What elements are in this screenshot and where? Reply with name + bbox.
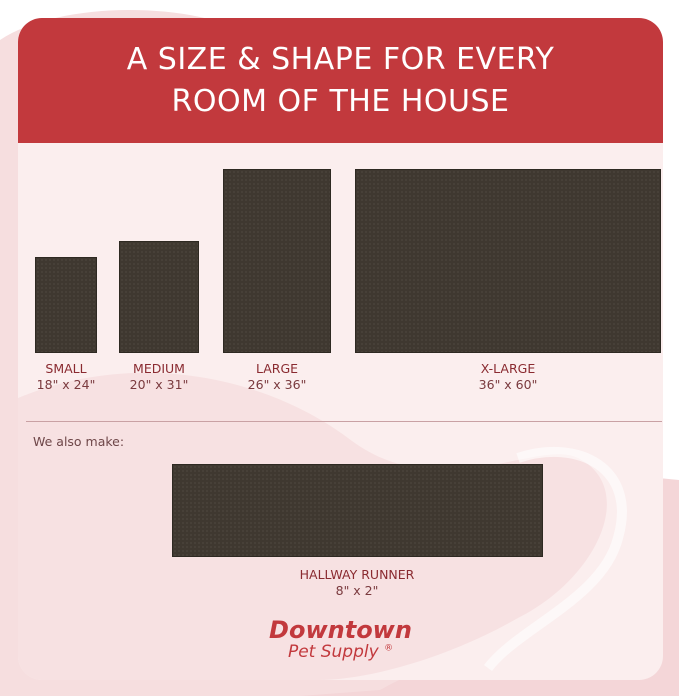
mat-large (223, 169, 331, 353)
mat-xlarge (355, 169, 661, 353)
brand-logo-line1: Downtown (269, 616, 412, 644)
mat-small (35, 257, 97, 353)
brand-logo-line2: Pet Supply ® (287, 642, 394, 662)
also-make-label: We also make: (33, 434, 125, 449)
size-label-medium: MEDIUM 20" x 31" (129, 361, 189, 392)
size-label-runner: HALLWAY RUNNER 8" x 2" (299, 567, 415, 598)
divider (26, 421, 662, 422)
size-chart-card: A SIZE & SHAPE FOR EVERY ROOM OF THE HOUS… (18, 18, 663, 680)
size-label-large: LARGE 26" x 36" (247, 361, 307, 392)
size-label-small: SMALL 18" x 24" (36, 361, 96, 392)
header-banner: A SIZE & SHAPE FOR EVERY ROOM OF THE HOUS… (18, 18, 663, 143)
size-label-xlarge: X-LARGE 36" x 60" (478, 361, 538, 392)
page-title: A SIZE & SHAPE FOR EVERY ROOM OF THE HOUS… (126, 41, 555, 119)
mat-hallway-runner (172, 464, 543, 557)
mat-medium (119, 241, 199, 353)
